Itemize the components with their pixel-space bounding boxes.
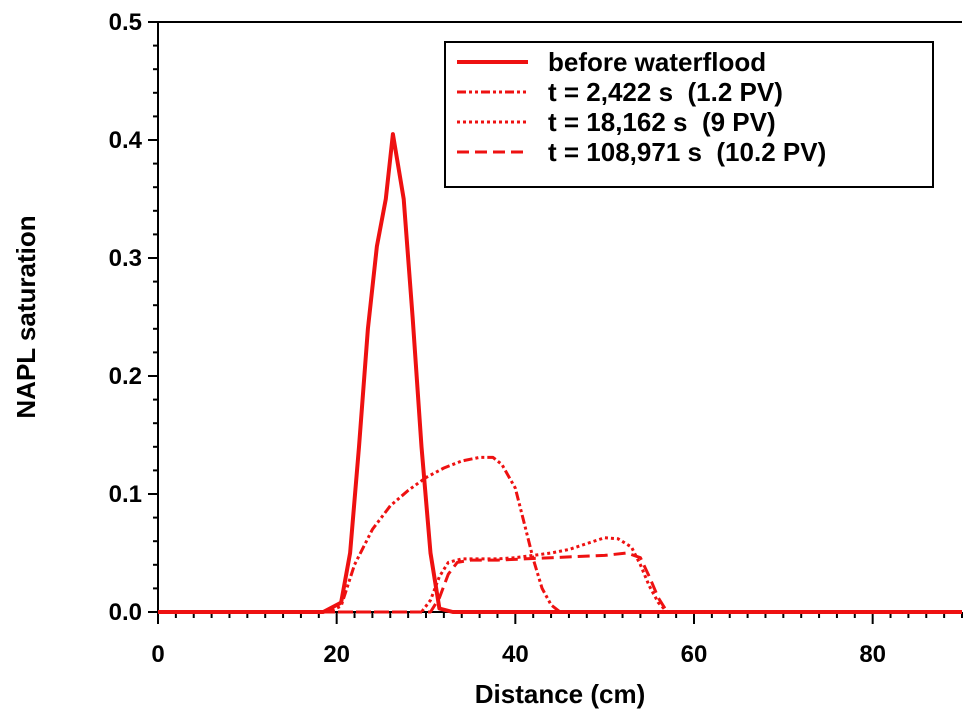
y-tick-label: 0.5 [109, 9, 142, 36]
x-tick-label: 20 [323, 641, 350, 668]
y-tick-label: 0.4 [109, 127, 143, 154]
y-tick-label: 0.1 [109, 481, 142, 508]
x-tick-label: 40 [502, 641, 529, 668]
legend-label-3: t = 18,162 s (9 PV) [548, 107, 776, 137]
series-line-1 [158, 132, 962, 614]
x-tick-label: 0 [151, 641, 164, 668]
series-lines [158, 132, 962, 614]
series-line-3 [158, 536, 962, 614]
y-tick-label: 0.3 [109, 245, 142, 272]
y-tick-label: 0.0 [109, 599, 142, 626]
y-tick-label: 0.2 [109, 363, 142, 390]
legend-label-4: t = 108,971 s (10.2 PV) [548, 137, 826, 167]
axes: 0.0 0.1 0.2 0.3 0.4 0.5 0 20 40 60 80 [109, 9, 963, 668]
x-tick-label: 60 [681, 641, 708, 668]
legend-box [444, 41, 934, 188]
x-tick-label: 80 [859, 641, 886, 668]
legend-label-1: before waterflood [548, 47, 766, 77]
series-line-4 [158, 551, 962, 614]
y-axis-label: NAPL saturation [11, 215, 41, 418]
legend-label-2: t = 2,422 s (1.2 PV) [548, 77, 783, 107]
x-axis-label: Distance (cm) [475, 679, 646, 709]
series-line-2 [158, 455, 962, 614]
